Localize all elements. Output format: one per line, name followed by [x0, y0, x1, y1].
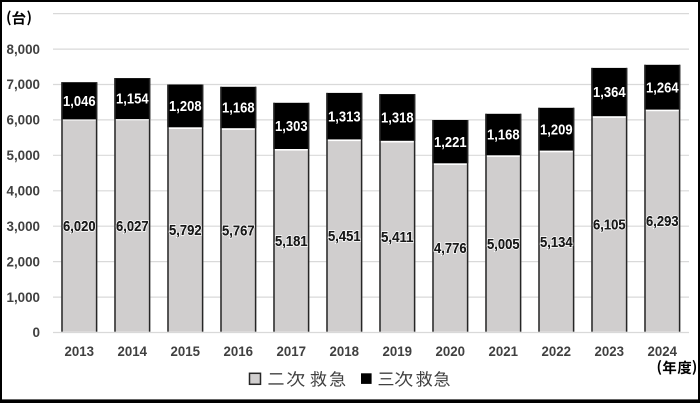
svg-text:6,020: 6,020 [63, 218, 96, 235]
svg-text:2024: 2024 [648, 344, 678, 359]
svg-text:1,000: 1,000 [7, 290, 41, 305]
svg-text:1,168: 1,168 [487, 127, 520, 144]
svg-text:5,411: 5,411 [381, 229, 414, 246]
svg-text:0: 0 [32, 325, 40, 340]
svg-text:1,046: 1,046 [63, 93, 96, 110]
svg-text:5,134: 5,134 [540, 234, 573, 251]
svg-text:1,209: 1,209 [540, 121, 573, 138]
svg-text:6,020: 6,020 [63, 218, 96, 235]
svg-text:1,318: 1,318 [381, 110, 414, 127]
svg-text:2020: 2020 [436, 344, 466, 359]
svg-text:6,293: 6,293 [646, 213, 679, 230]
svg-text:1,208: 1,208 [169, 98, 202, 115]
svg-text:2015: 2015 [171, 344, 201, 359]
svg-text:5,005: 5,005 [487, 236, 520, 253]
svg-text:5,181: 5,181 [275, 233, 308, 250]
svg-text:6,105: 6,105 [593, 217, 626, 234]
svg-text:4,776: 4,776 [434, 240, 467, 257]
svg-text:3,000: 3,000 [7, 219, 41, 234]
svg-text:2019: 2019 [383, 344, 413, 359]
svg-text:2022: 2022 [542, 344, 572, 359]
svg-text:2017: 2017 [277, 344, 307, 359]
svg-text:1,168: 1,168 [222, 100, 255, 117]
svg-text:6,027: 6,027 [116, 218, 149, 235]
svg-text:2021: 2021 [489, 344, 519, 359]
svg-text:6,105: 6,105 [593, 217, 626, 234]
svg-text:2013: 2013 [65, 344, 95, 359]
svg-text:5,181: 5,181 [275, 233, 308, 250]
svg-text:5,767: 5,767 [222, 223, 255, 240]
svg-text:2,000: 2,000 [7, 254, 41, 269]
svg-text:6,293: 6,293 [646, 213, 679, 230]
svg-text:5,792: 5,792 [169, 222, 202, 239]
svg-text:5,411: 5,411 [381, 229, 414, 246]
svg-text:6,027: 6,027 [116, 218, 149, 235]
svg-text:7,000: 7,000 [7, 77, 41, 92]
svg-text:5,000: 5,000 [7, 148, 41, 163]
svg-text:2016: 2016 [224, 344, 254, 359]
svg-text:8,000: 8,000 [7, 42, 41, 57]
svg-text:5,451: 5,451 [328, 228, 361, 245]
svg-text:2018: 2018 [330, 344, 360, 359]
svg-text:1,303: 1,303 [275, 118, 308, 135]
svg-text:2023: 2023 [595, 344, 625, 359]
svg-text:2014: 2014 [118, 344, 148, 359]
svg-text:4,776: 4,776 [434, 240, 467, 257]
svg-text:5,451: 5,451 [328, 228, 361, 245]
svg-text:5,767: 5,767 [222, 223, 255, 240]
svg-text:5,005: 5,005 [487, 236, 520, 253]
svg-text:6,000: 6,000 [7, 113, 41, 128]
svg-text:1,313: 1,313 [328, 108, 361, 125]
svg-text:4,000: 4,000 [7, 184, 41, 199]
svg-text:5,792: 5,792 [169, 222, 202, 239]
svg-text:1,154: 1,154 [116, 91, 149, 108]
svg-text:1,221: 1,221 [434, 134, 467, 151]
svg-text:5,134: 5,134 [540, 234, 573, 251]
svg-text:1,264: 1,264 [646, 79, 679, 96]
svg-text:1,364: 1,364 [593, 84, 626, 101]
